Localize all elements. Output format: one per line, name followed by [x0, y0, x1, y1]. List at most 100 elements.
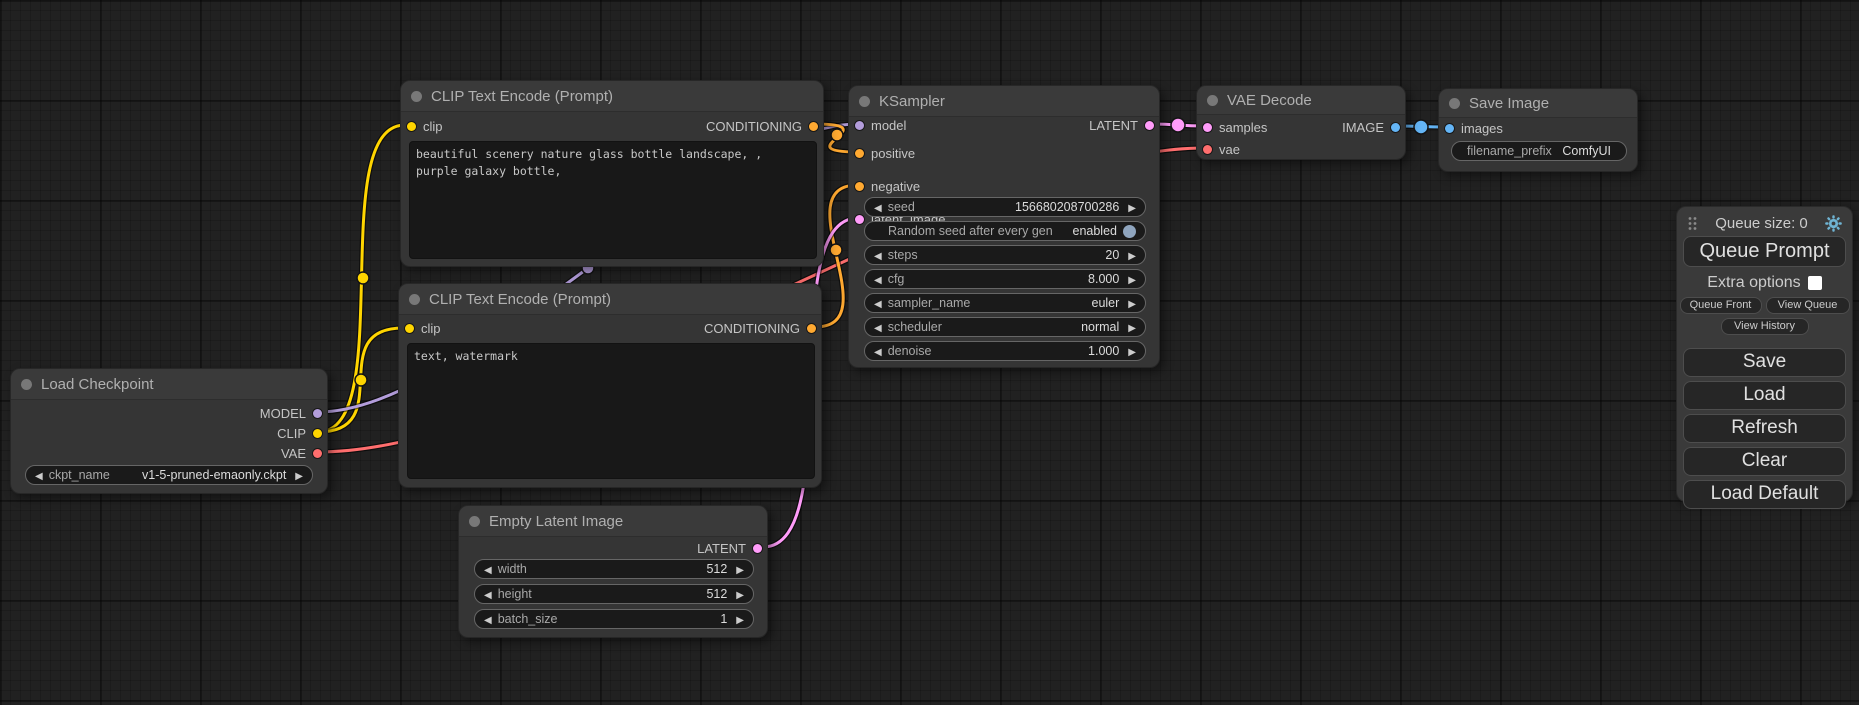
output-slot-conditioning[interactable]: CONDITIONING: [704, 319, 816, 337]
collapse-dot-icon[interactable]: [411, 90, 422, 102]
positive-prompt-textarea[interactable]: beautiful scenery nature glass bottle la…: [409, 141, 817, 259]
decrement-arrow-icon[interactable]: [484, 613, 492, 626]
queue-prompt-button[interactable]: Queue Prompt: [1683, 236, 1846, 267]
input-slot-model[interactable]: model: [855, 116, 906, 134]
decrement-arrow-icon[interactable]: [874, 273, 882, 286]
node-clip-text-encode-positive[interactable]: CLIP Text Encode (Prompt) clip CONDITION…: [400, 80, 824, 267]
node-ksampler[interactable]: KSampler model positive negative latent_…: [848, 85, 1160, 368]
increment-arrow-icon[interactable]: [1128, 345, 1136, 358]
increment-arrow-icon[interactable]: [295, 469, 303, 482]
latent-port-icon[interactable]: [753, 543, 762, 553]
output-slot-image[interactable]: IMAGE: [1342, 118, 1400, 136]
node-clip-text-encode-negative[interactable]: CLIP Text Encode (Prompt) clip CONDITION…: [398, 283, 822, 488]
decrement-arrow-icon[interactable]: [874, 249, 882, 262]
latent-port-icon[interactable]: [1145, 120, 1154, 130]
collapse-dot-icon[interactable]: [469, 515, 480, 527]
view-history-button[interactable]: View History: [1720, 318, 1809, 335]
vae-port-icon[interactable]: [313, 448, 322, 458]
increment-arrow-icon[interactable]: [736, 613, 744, 626]
node-title-bar[interactable]: CLIP Text Encode (Prompt): [401, 81, 823, 112]
output-slot-model[interactable]: MODEL: [260, 404, 322, 422]
refresh-button[interactable]: Refresh: [1683, 414, 1846, 443]
widget-seed[interactable]: seed 156680208700286: [864, 197, 1146, 217]
increment-arrow-icon[interactable]: [736, 588, 744, 601]
clear-button[interactable]: Clear: [1683, 447, 1846, 476]
collapse-dot-icon[interactable]: [1449, 97, 1460, 109]
latent-port-icon[interactable]: [1203, 122, 1212, 132]
widget-filename-prefix[interactable]: filename_prefix ComfyUI: [1451, 141, 1627, 161]
widget-sampler-name[interactable]: sampler_name euler: [864, 293, 1146, 313]
extra-options-checkbox[interactable]: [1807, 276, 1822, 290]
vae-port-icon[interactable]: [1203, 144, 1212, 154]
conditioning-port-icon[interactable]: [807, 323, 816, 333]
node-title-bar[interactable]: KSampler: [849, 86, 1159, 117]
decrement-arrow-icon[interactable]: [874, 201, 882, 214]
view-queue-button[interactable]: View Queue: [1765, 297, 1850, 314]
widget-steps[interactable]: steps 20: [864, 245, 1146, 265]
conditioning-port-icon[interactable]: [855, 148, 864, 158]
negative-prompt-textarea[interactable]: text, watermark: [407, 343, 815, 479]
decrement-arrow-icon[interactable]: [35, 469, 43, 482]
gear-icon[interactable]: [1825, 215, 1842, 232]
node-title-bar[interactable]: Empty Latent Image: [459, 506, 767, 537]
node-title-bar[interactable]: Load Checkpoint: [11, 369, 327, 400]
output-slot-vae[interactable]: VAE: [281, 444, 322, 462]
conditioning-port-icon[interactable]: [809, 121, 818, 131]
widget-ckpt-name[interactable]: ckpt_name v1-5-pruned-emaonly.ckpt: [25, 465, 313, 485]
save-button[interactable]: Save: [1683, 348, 1846, 377]
clip-port-icon[interactable]: [407, 121, 416, 131]
load-default-button[interactable]: Load Default: [1683, 480, 1846, 509]
node-title-bar[interactable]: VAE Decode: [1197, 86, 1405, 115]
input-slot-clip[interactable]: clip: [407, 117, 443, 135]
node-load-checkpoint[interactable]: Load Checkpoint MODEL CLIP VAE ckpt_name…: [10, 368, 328, 494]
collapse-dot-icon[interactable]: [859, 95, 870, 107]
widget-batch-size[interactable]: batch_size 1: [474, 609, 754, 629]
clip-port-icon[interactable]: [405, 323, 414, 333]
increment-arrow-icon[interactable]: [1128, 273, 1136, 286]
drag-handle-icon[interactable]: [1687, 215, 1698, 232]
output-slot-latent[interactable]: LATENT: [1089, 116, 1154, 134]
output-slot-latent[interactable]: LATENT: [697, 539, 762, 557]
input-slot-images[interactable]: images: [1445, 119, 1503, 137]
model-port-icon[interactable]: [313, 408, 322, 418]
input-slot-negative[interactable]: negative: [855, 177, 920, 195]
increment-arrow-icon[interactable]: [1128, 321, 1136, 334]
node-empty-latent-image[interactable]: Empty Latent Image LATENT width 512 heig…: [458, 505, 768, 638]
decrement-arrow-icon[interactable]: [874, 345, 882, 358]
decrement-arrow-icon[interactable]: [874, 297, 882, 310]
node-title-bar[interactable]: Save Image: [1439, 89, 1637, 118]
widget-random-seed-toggle[interactable]: Random seed after every gen enabled: [864, 221, 1146, 241]
widget-height[interactable]: height 512: [474, 584, 754, 604]
collapse-dot-icon[interactable]: [21, 378, 32, 390]
increment-arrow-icon[interactable]: [736, 563, 744, 576]
widget-width[interactable]: width 512: [474, 559, 754, 579]
toggle-circle-icon[interactable]: [1123, 224, 1136, 238]
output-slot-conditioning[interactable]: CONDITIONING: [706, 117, 818, 135]
clip-port-icon[interactable]: [313, 428, 322, 438]
collapse-dot-icon[interactable]: [1207, 94, 1218, 106]
input-slot-clip[interactable]: clip: [405, 319, 441, 337]
decrement-arrow-icon[interactable]: [484, 563, 492, 576]
increment-arrow-icon[interactable]: [1128, 201, 1136, 214]
widget-cfg[interactable]: cfg 8.000: [864, 269, 1146, 289]
widget-denoise[interactable]: denoise 1.000: [864, 341, 1146, 361]
node-save-image[interactable]: Save Image images filename_prefix ComfyU…: [1438, 88, 1638, 172]
model-port-icon[interactable]: [855, 120, 864, 130]
conditioning-port-icon[interactable]: [855, 181, 864, 191]
queue-front-button[interactable]: Queue Front: [1679, 297, 1762, 314]
increment-arrow-icon[interactable]: [1128, 297, 1136, 310]
increment-arrow-icon[interactable]: [1128, 249, 1136, 262]
widget-scheduler[interactable]: scheduler normal: [864, 317, 1146, 337]
node-vae-decode[interactable]: VAE Decode samples vae IMAGE: [1196, 85, 1406, 160]
decrement-arrow-icon[interactable]: [874, 321, 882, 334]
latent-port-icon[interactable]: [855, 214, 864, 224]
input-slot-samples[interactable]: samples: [1203, 118, 1267, 136]
output-slot-clip[interactable]: CLIP: [277, 424, 322, 442]
decrement-arrow-icon[interactable]: [484, 588, 492, 601]
node-title-bar[interactable]: CLIP Text Encode (Prompt): [399, 284, 821, 315]
input-slot-vae[interactable]: vae: [1203, 140, 1240, 158]
image-port-icon[interactable]: [1445, 123, 1454, 133]
load-button[interactable]: Load: [1683, 381, 1846, 410]
collapse-dot-icon[interactable]: [409, 293, 420, 305]
